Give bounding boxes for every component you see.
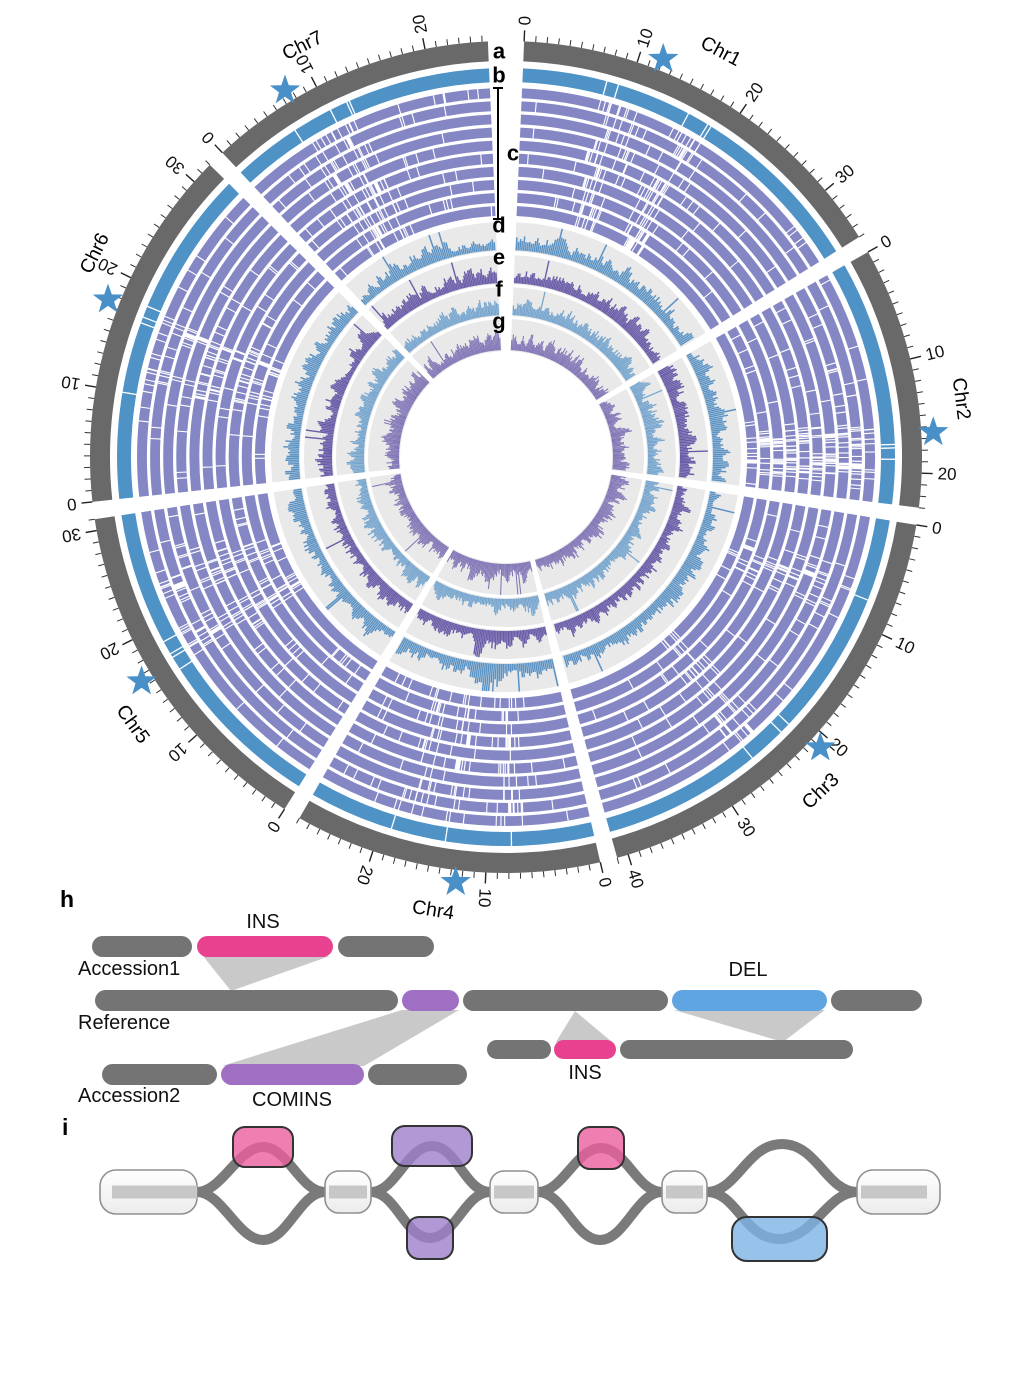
track-e-histogram (304, 255, 709, 659)
ins-alignment-beam (203, 956, 330, 991)
accession-right-segment (487, 1040, 551, 1059)
axis-tick-label: 10 (475, 888, 495, 908)
graph-edge (192, 1187, 330, 1246)
chromosome-label-Chr1: Chr1 (697, 32, 745, 71)
comins-alignment-beam (222, 1010, 459, 1066)
accession1-row-label: Accession1 (78, 958, 181, 980)
track-g-histogram (367, 319, 645, 595)
accession1-segment (92, 936, 192, 957)
track-c-pav-rings (137, 88, 876, 827)
axis-tick-label: 0 (66, 494, 77, 514)
chromosome-label-Chr4: Chr4 (411, 896, 456, 924)
star-icon-Chr5 (126, 665, 157, 695)
track-a-ideogram (89, 41, 923, 874)
track-c-bracket (493, 87, 503, 220)
accession2-row-label: Accession2 (78, 1085, 181, 1107)
track-letter-b: b (492, 63, 505, 88)
accession1-ins-segment (197, 936, 333, 957)
graph-edge (533, 1187, 667, 1246)
panel-i-graph (99, 1125, 941, 1262)
axis-tick-label: 0 (877, 231, 895, 252)
chromosome-label-Chr3: Chr3 (798, 769, 844, 814)
track-letter-g: g (492, 309, 505, 334)
comins-label: COMINS (252, 1089, 332, 1111)
accession-right-segment (620, 1040, 853, 1059)
track-d-histogram (271, 222, 741, 693)
axis-tick-label: 0 (931, 518, 943, 538)
graph-node-del (731, 1216, 828, 1262)
panel-i-label: i (62, 1114, 69, 1140)
star-icon-Chr4 (440, 866, 471, 895)
panel-h-label: h (60, 886, 75, 912)
track-letter-c: c (507, 141, 519, 166)
axis-tick-label: 20 (741, 79, 767, 105)
accession2-segment (102, 1064, 217, 1085)
axis-tick-label: 10 (924, 341, 947, 364)
axis-tick-label: 30 (162, 151, 189, 178)
axis-tick-label: 10 (893, 633, 918, 658)
axis-tick-label: 10 (164, 739, 191, 766)
axis-tick-label: 20 (97, 638, 122, 663)
del-alignment-beam (674, 1010, 825, 1042)
track-letter-f: f (495, 277, 503, 302)
axis-tick-label: 10 (60, 372, 82, 394)
reference-row-label: Reference (78, 1012, 171, 1034)
axis-tick-label: 0 (515, 16, 534, 26)
star-icon-Chr2 (918, 416, 949, 446)
star-icon-Chr1 (648, 42, 679, 72)
axis-tick-label: 30 (832, 161, 859, 188)
panel-h-diagram (92, 936, 922, 1085)
backbone-path-bar (666, 1185, 703, 1199)
graph-node-ins-small (577, 1126, 625, 1170)
track-letter-d: d (492, 213, 505, 238)
axis-tick-label: 30 (733, 814, 759, 840)
ins-label-accession1: INS (246, 911, 280, 933)
axis-tick-label: 0 (263, 818, 284, 836)
axis-tick-label: 20 (825, 734, 852, 761)
axis-tick-label: 20 (353, 863, 377, 887)
track-letter-e: e (493, 245, 505, 270)
track-b-ring (117, 68, 896, 847)
star-icon-Chr7 (269, 74, 301, 104)
accession2-comins-segment (221, 1064, 364, 1085)
track-f-histogram (336, 287, 676, 628)
axis-tick-label: 20 (409, 13, 431, 35)
reference-comins-source-segment (402, 990, 459, 1011)
backbone-path-bar (861, 1185, 927, 1199)
accession1-segment (338, 936, 434, 957)
graph-node-comins-alt (406, 1216, 454, 1260)
backbone-path-bar (329, 1185, 367, 1199)
reference-segment (831, 990, 922, 1011)
backbone-path-bar (112, 1185, 197, 1199)
star-icon-Chr6 (92, 283, 124, 313)
ins-right-alignment-beam (556, 1011, 612, 1042)
chromosome-label-Chr5: Chr5 (112, 701, 155, 748)
axis-tick-label: 0 (595, 876, 616, 890)
accession2-segment (368, 1064, 467, 1085)
reference-del-segment (672, 990, 827, 1011)
chromosome-label-Chr2: Chr2 (948, 376, 975, 421)
reference-segment (95, 990, 398, 1011)
graph-node-comins (391, 1125, 473, 1167)
del-label: DEL (728, 959, 768, 981)
reference-segment (463, 990, 668, 1011)
graph-node-ins (232, 1126, 294, 1168)
accession-right-ins-segment (554, 1040, 616, 1059)
star-icon-Chr3 (805, 731, 836, 761)
backbone-path-bar (494, 1185, 534, 1199)
axis-tick-label: 40 (624, 867, 648, 891)
track-letter-a: a (493, 39, 506, 64)
axis-tick-label: 30 (60, 524, 82, 546)
axis-tick-label: 10 (633, 26, 657, 50)
graph-edge (702, 1138, 862, 1197)
ins-label-right: INS (568, 1062, 602, 1084)
axis-tick-label: 20 (937, 464, 957, 484)
